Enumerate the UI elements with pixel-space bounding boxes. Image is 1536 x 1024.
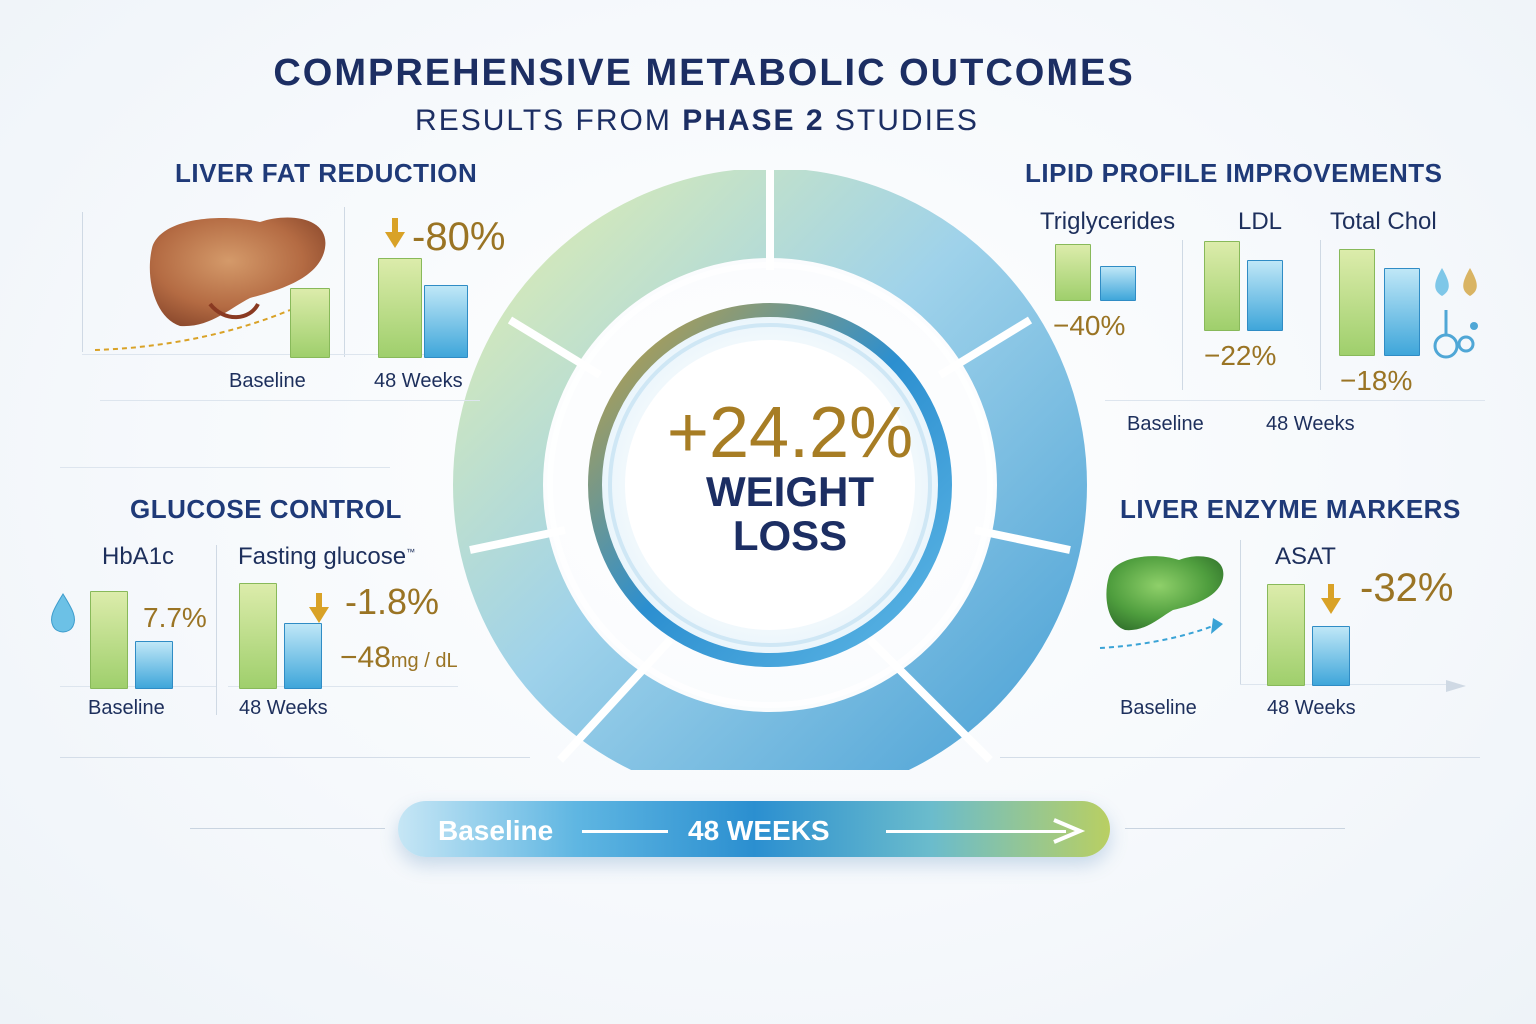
glucose-mg-value: −48 <box>340 641 391 674</box>
glucose-hba1c-label: HbA1c <box>102 543 175 570</box>
liver-icon <box>1099 556 1224 649</box>
subtitle-bold: PHASE 2 <box>682 104 825 137</box>
weight-loss-label: WEIGHT LOSS <box>520 470 1060 558</box>
glucose-hba1c-value: 7.7% <box>143 602 207 633</box>
liver-fat-change: -80% <box>412 215 506 259</box>
glucose-xlabel-48weeks: 48 Weeks <box>239 697 328 719</box>
axis-arrow-icon <box>1446 680 1466 692</box>
bar-baseline <box>239 583 277 689</box>
enzyme-title: LIVER ENZYME MARKERS <box>1120 494 1461 524</box>
lipid-tc-label: Total Chol <box>1330 208 1437 235</box>
bar-48-weeks <box>1384 268 1420 356</box>
bar-48-weeks <box>1100 266 1136 301</box>
lipid-trig-change: −40% <box>1053 310 1126 341</box>
down-arrow-icon <box>385 218 405 248</box>
bar-baseline <box>378 258 422 358</box>
bar-baseline <box>290 288 330 358</box>
bar-baseline <box>1339 249 1375 356</box>
enzyme-xlabel-48weeks: 48 Weeks <box>1267 697 1356 719</box>
lipid-trig-label: Triglycerides <box>1040 208 1176 235</box>
page-subtitle: RESULTS FROM PHASE 2 STUDIES <box>0 104 1394 138</box>
liver-icon <box>149 217 326 327</box>
trend-curve <box>94 309 291 351</box>
glucose-fasting-name: Fasting glucose <box>238 543 407 570</box>
page-title: COMPREHENSIVE METABOLIC OUTCOMES <box>273 52 1135 94</box>
glucose-mg-unit: mg / dL <box>390 650 458 672</box>
subtitle-suffix: STUDIES <box>834 104 979 137</box>
weight-loss-value: +24.2% <box>666 393 914 473</box>
enzyme-asat-change: -32% <box>1360 566 1454 610</box>
lipid-ldl-label: LDL <box>1238 208 1283 235</box>
liver-fat-xlabel-48weeks: 48 Weeks <box>374 370 463 392</box>
down-arrow-icon <box>1321 584 1341 614</box>
bar-baseline <box>1267 584 1305 686</box>
bar-48-weeks <box>1247 260 1283 331</box>
weight-loss-label-line2: LOSS <box>732 512 848 559</box>
lipid-tc-change: −18% <box>1340 365 1413 396</box>
glucose-title: GLUCOSE CONTROL <box>130 494 402 524</box>
bar-baseline <box>1204 241 1240 331</box>
down-arrow-icon <box>309 593 329 623</box>
droplet-icon <box>1433 268 1478 359</box>
timeline-end: 48 WEEKS <box>688 815 830 846</box>
bar-48-weeks <box>424 285 468 358</box>
glucose-fasting-change: -1.8% <box>345 581 440 622</box>
lipid-title: LIPID PROFILE IMPROVEMENTS <box>1025 158 1443 188</box>
timeline-arrow-icon <box>1053 818 1086 844</box>
lipid-ldl-change: −22% <box>1204 340 1277 371</box>
bar-48-weeks <box>1312 626 1350 686</box>
glucose-fasting-change-mg: −48mg / dL <box>340 641 458 675</box>
liver-fat-xlabel-baseline: Baseline <box>229 370 306 392</box>
droplet-icon <box>50 593 76 633</box>
glucose-fasting-mark: ™ <box>406 547 416 557</box>
center-ring-graphic <box>453 170 1087 770</box>
timeline-bar: Baseline 48 WEEKS <box>398 801 1110 857</box>
liver-fat-title: LIVER FAT REDUCTION <box>175 158 478 188</box>
enzyme-xlabel-baseline: Baseline <box>1120 697 1197 719</box>
bar-48-weeks <box>284 623 322 689</box>
glucose-xlabel-baseline: Baseline <box>88 697 165 719</box>
subtitle-prefix: RESULTS FROM <box>415 104 672 137</box>
bar-baseline <box>1055 244 1091 301</box>
bar-48-weeks <box>135 641 173 689</box>
weight-loss-label-line1: WEIGHT <box>706 468 874 515</box>
bar-baseline <box>90 591 128 689</box>
lipid-xlabel-48weeks: 48 Weeks <box>1266 413 1355 435</box>
enzyme-asat-label: ASAT <box>1275 543 1336 570</box>
timeline-start: Baseline <box>438 815 554 846</box>
glucose-fasting-label: Fasting glucose™ <box>238 543 415 571</box>
lipid-xlabel-baseline: Baseline <box>1127 413 1204 435</box>
